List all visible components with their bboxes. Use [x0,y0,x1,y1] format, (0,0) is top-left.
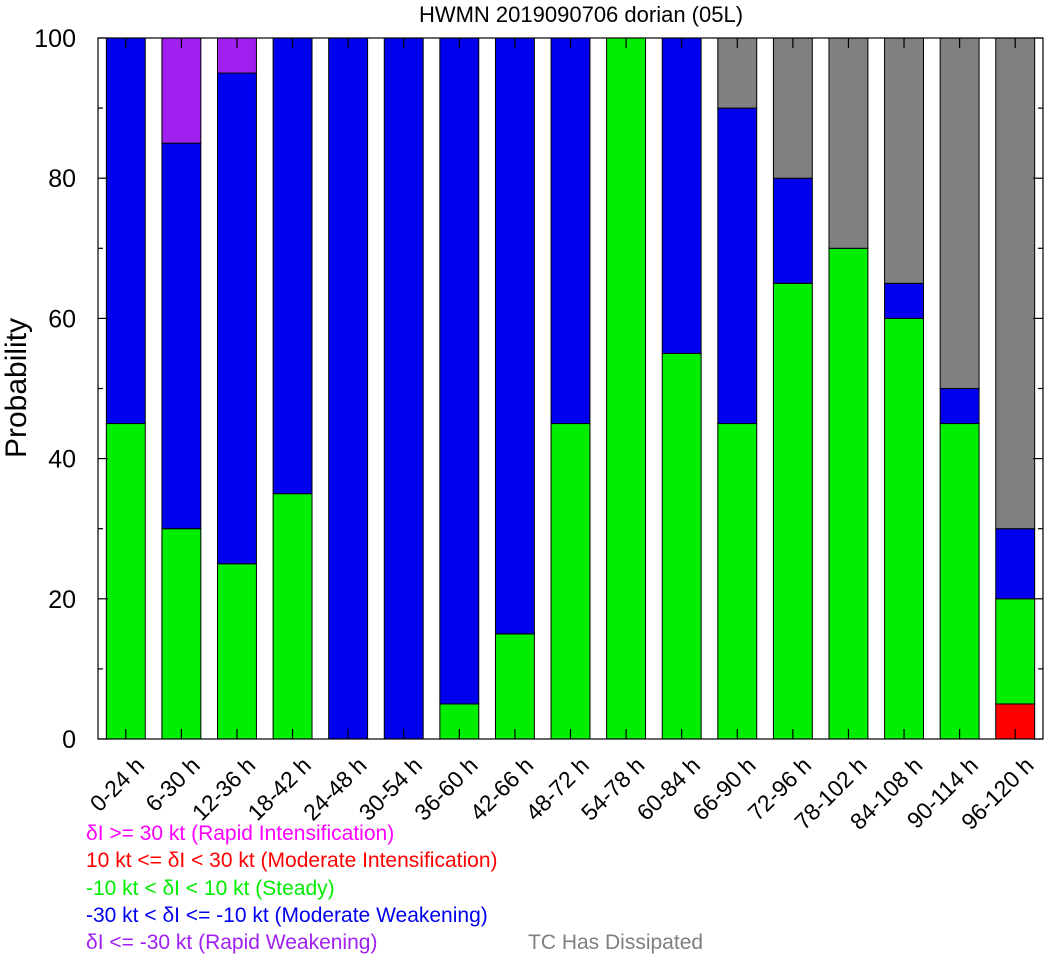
bar-segment-90-114h-s1 [939,423,980,740]
bar-segment-18-42h-s1 [272,493,313,740]
bar-segment-72-96h-s1 [772,282,813,740]
legend-moderate-intensification: 10 kt <= δI < 30 kt (Moderate Intensific… [86,849,498,872]
bar-segment-42-66h-s1 [494,633,535,740]
bar-segment-96-120h-s1 [995,598,1036,705]
bar-segment-36-60h-s2 [439,37,480,705]
bar-segment-30-54h-s2 [383,37,424,740]
bar-segment-12-36h-s2 [217,72,257,565]
y-tick-label-0: 0 [62,726,76,754]
bar-segment-90-114h-s2 [939,388,980,425]
bar-segment-54-78h-s1 [606,37,647,740]
bar-segment-60-84h-s2 [661,37,702,354]
bar-segment-60-84h-s1 [661,352,702,740]
bar-segment-78-102h-s4 [828,37,869,249]
bar-segment-66-90h-s4 [717,37,758,109]
bar-segment-6-30h-s2 [161,142,202,530]
legend-dissipated: TC Has Dissipated [528,931,704,954]
y-tick-label-40: 40 [48,446,76,474]
y-tick-label-20: 20 [48,586,76,614]
x-tick-label-0-24h: 0-24 h [85,752,150,817]
bar-segment-72-96h-s4 [772,37,813,179]
bar-segment-66-90h-s1 [717,423,758,740]
bar-segment-6-30h-s1 [161,528,202,740]
legend-moderate-weakening: -30 kt < δI <= -10 kt (Moderate Weakenin… [86,904,488,927]
chart-title: HWMN 2019090706 dorian (05L) [419,2,743,27]
bar-segment-48-72h-s1 [550,423,591,740]
bar-segment-6-30h-s3 [161,37,202,144]
bar-segment-96-120h-s2 [995,528,1036,600]
legend-steady: -10 kt < δI < 10 kt (Steady) [86,877,335,900]
bar-segment-78-102h-s1 [828,247,869,740]
bar-segment-48-72h-s2 [550,37,591,425]
bar-segment-42-66h-s2 [494,37,535,635]
bar-segment-84-108h-s1 [884,317,924,740]
bar-segment-90-114h-s4 [939,37,980,389]
bar-segment-24-48h-s2 [328,37,369,740]
bar-segment-96-120h-s4 [995,37,1036,530]
y-tick-label-80: 80 [48,165,76,193]
bar-segment-12-36h-s1 [217,563,257,740]
y-axis-label: Probability [0,318,33,458]
legend-rapid-intensification: δI >= 30 kt (Rapid Intensification) [86,822,395,845]
bar-segment-84-108h-s4 [884,37,924,284]
bar-segment-0-24h-s1 [105,423,146,740]
legend-rapid-weakening: δI <= -30 kt (Rapid Weakening) [86,931,378,954]
bar-segment-84-108h-s2 [884,282,924,319]
bars-layer [105,37,1036,740]
bar-segment-72-96h-s2 [772,177,813,284]
bar-segment-66-90h-s2 [717,107,758,425]
bar-segment-18-42h-s2 [272,37,313,495]
bar-segment-0-24h-s2 [105,37,146,425]
y-tick-label-60: 60 [48,305,76,333]
y-tick-label-100: 100 [34,25,76,53]
